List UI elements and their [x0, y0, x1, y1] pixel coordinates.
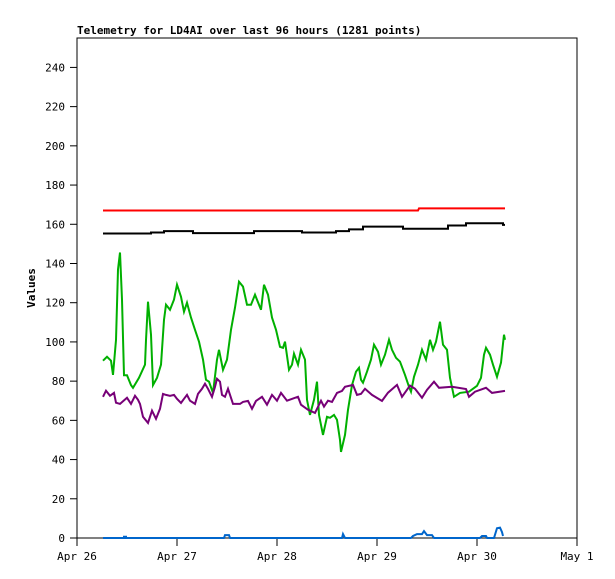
y-tick-label: 40 [52, 454, 65, 467]
series-line-black [103, 222, 505, 235]
x-axis: Apr 26 Apr 27 Apr 28 Apr 29 Apr 30 May 1 [57, 538, 594, 563]
y-tick-label: 160 [45, 218, 65, 231]
series-line-green [102, 252, 506, 453]
x-tick-label: May 1 [560, 550, 593, 563]
y-tick-label: 140 [45, 257, 65, 270]
series-line-blue [103, 526, 504, 539]
y-tick-label: 0 [58, 532, 65, 545]
series-line-purple [102, 376, 506, 425]
series-group [102, 207, 506, 539]
chart-title: Telemetry for LD4AI over last 96 hours (… [77, 24, 421, 37]
x-tick-label: Apr 27 [157, 550, 197, 563]
x-tick-label: Apr 28 [257, 550, 297, 563]
x-tick-label: Apr 29 [357, 550, 397, 563]
y-tick-label: 80 [52, 375, 65, 388]
y-tick-label: 180 [45, 179, 65, 192]
y-tick-label: 20 [52, 493, 65, 506]
y-tick-label: 120 [45, 297, 65, 310]
x-tick-label: Apr 26 [57, 550, 97, 563]
y-tick-label: 220 [45, 101, 65, 114]
y-tick-label: 60 [52, 414, 65, 427]
y-tick-label: 100 [45, 336, 65, 349]
x-tick-label: Apr 30 [457, 550, 497, 563]
y-tick-label: 200 [45, 140, 65, 153]
y-axis-label: Values [25, 268, 38, 308]
y-axis: 0 20 40 60 80 100 120 140 160 180 200 220 240 [45, 61, 77, 545]
plot-area-border [76, 37, 578, 539]
series-line-red [103, 207, 505, 212]
y-tick-label: 240 [45, 61, 65, 74]
